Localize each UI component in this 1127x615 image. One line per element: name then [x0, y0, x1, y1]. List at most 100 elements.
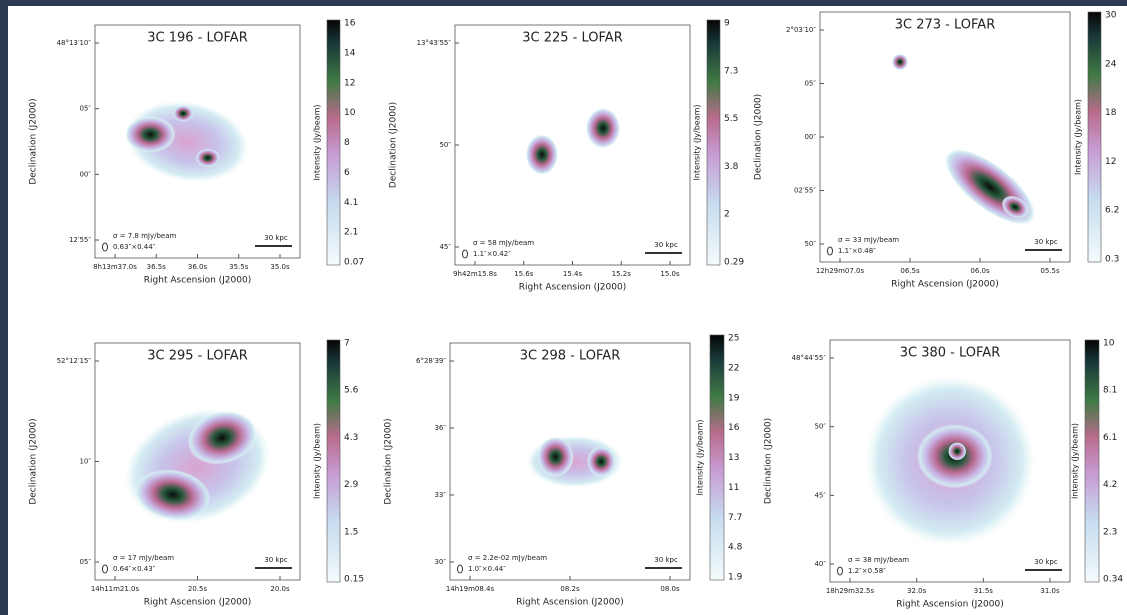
colorbar-tick-label: 5.6	[344, 386, 359, 396]
emission	[195, 148, 220, 167]
panel: 3C 273 - LOFAR 2°03′10″ 05″ 00″ 02′55″ 50″ 12h…	[754, 11, 1120, 290]
colorbar-tick-label: 22	[728, 363, 739, 373]
colorbar-tick-label: 4.8	[728, 543, 743, 553]
noise-level: σ = 17 mJy/beam	[113, 554, 174, 562]
colorbar-tick-label: 0.34	[1103, 575, 1123, 585]
dec-tick-label: 50″	[439, 141, 451, 149]
colorbar	[1087, 11, 1102, 263]
beam	[837, 566, 843, 576]
x-axis-label: Right Ascension (J2000)	[516, 598, 623, 608]
beam-size: 1.0″×0.44″	[468, 565, 506, 573]
colorbar-tick-label: 25	[728, 334, 739, 344]
emission	[892, 54, 908, 70]
dec-tick-label: 50″	[804, 240, 816, 248]
colorbar-tick-label: 2.3	[1103, 527, 1117, 537]
panel-title: 3C 295 - LOFAR	[147, 349, 247, 364]
colorbar-tick-label: 8	[344, 138, 350, 148]
beam	[462, 249, 468, 259]
colorbar	[326, 339, 341, 583]
emission	[173, 105, 194, 122]
dec-tick-label: 05″	[79, 105, 91, 113]
colorbar-label: Intensity (Jy/beam)	[693, 104, 702, 180]
dec-tick-label: 00″	[79, 170, 91, 178]
colorbar-tick-label: 14	[344, 48, 356, 58]
noise-level: σ = 58 mJy/beam	[473, 239, 534, 247]
scale-label: 30 kpc	[654, 556, 678, 564]
scale-label: 30 kpc	[654, 241, 678, 249]
ra-tick-label: 15.4s	[563, 270, 583, 278]
colorbar-tick-label: 3.8	[724, 162, 739, 172]
ra-tick-label: 35.5s	[229, 263, 249, 271]
x-axis-label: Right Ascension (J2000)	[144, 276, 251, 286]
colorbar-tick-label: 8.1	[1103, 386, 1117, 396]
dec-tick-label: 10″	[79, 458, 91, 466]
colorbar	[326, 19, 341, 266]
panel: 3C 380 - LOFAR 48°44′55″ 50″ 45″ 40″ 18h29m32…	[764, 339, 1124, 610]
ra-tick-label: 08.0s	[660, 585, 680, 593]
colorbar-tick-label: 6	[344, 168, 350, 178]
colorbar-tick-label: 0.07	[344, 258, 364, 268]
emission	[187, 411, 257, 465]
ra-tick-label: 20.0s	[270, 585, 290, 593]
beam-size: 1.1″×0.48″	[838, 247, 876, 255]
colorbar-tick-label: 4.3	[344, 433, 358, 443]
ra-tick-label: 18h29m32.5s	[826, 587, 875, 595]
dec-tick-label: 6°28′39″	[416, 357, 446, 365]
image-frame	[454, 24, 691, 266]
slide-edge	[0, 0, 1127, 6]
dec-tick-label: 02′55″	[794, 187, 816, 195]
ra-tick-label: 36.0s	[188, 263, 208, 271]
emission	[525, 134, 558, 175]
colorbar-label: Intensity (Jy/beam)	[696, 419, 705, 495]
colorbar-tick-label: 24	[1105, 59, 1117, 69]
dec-tick-label: 00″	[804, 133, 816, 141]
colorbar-tick-label: 1.5	[344, 527, 358, 537]
beam	[102, 564, 108, 574]
colorbar-tick-label: 4.1	[344, 198, 358, 208]
y-axis-label: Declination (J2000)	[754, 94, 764, 180]
ra-tick-label: 15.6s	[514, 270, 534, 278]
dec-tick-label: 48°13′10″	[57, 39, 92, 47]
emission	[1001, 195, 1029, 219]
dec-tick-label: 40″	[814, 560, 826, 568]
image-frame	[819, 11, 1071, 263]
scale-label: 30 kpc	[264, 234, 288, 242]
x-axis-label: Right Ascension (J2000)	[519, 283, 626, 293]
colorbar-tick-label: 7.3	[724, 66, 738, 76]
colorbar-tick-label: 11	[728, 483, 739, 493]
beam	[457, 564, 463, 574]
emission	[586, 108, 621, 149]
colorbar-tick-label: 12	[1105, 157, 1116, 167]
colorbar-tick-label: 18	[1105, 108, 1117, 118]
colorbar-tick-label: 9	[724, 19, 730, 29]
colorbar-tick-label: 16	[728, 423, 740, 433]
ra-tick-label: 15.0s	[660, 270, 680, 278]
dec-tick-label: 50″	[814, 423, 826, 431]
colorbar-tick-label: 30	[1105, 11, 1117, 21]
scale-label: 30 kpc	[1034, 238, 1058, 246]
colorbar-tick-label: 1.9	[728, 573, 743, 583]
colorbar-tick-label: 6.1	[1103, 433, 1117, 443]
colorbar-tick-label: 16	[344, 19, 356, 29]
panel-title: 3C 380 - LOFAR	[900, 346, 1000, 361]
colorbar-tick-label: 2.1	[344, 228, 358, 238]
panel: 3C 196 - LOFAR 48°13′10″ 05″ 00″ 12′55″ 8h13m…	[29, 19, 365, 286]
panel-title: 3C 196 - LOFAR	[147, 31, 247, 46]
y-axis-label: Declination (J2000)	[389, 102, 399, 188]
y-axis-label: Declination (J2000)	[29, 98, 39, 184]
colorbar-tick-label: 0.15	[344, 575, 364, 585]
noise-level: σ = 7.8 mJy/beam	[113, 232, 177, 240]
ra-tick-label: 08.2s	[560, 585, 580, 593]
ra-tick-label: 20.5s	[188, 585, 208, 593]
beam-size: 0.64″×0.43″	[113, 565, 156, 573]
colorbar-tick-label: 0.29	[724, 258, 744, 268]
x-axis-label: Right Ascension (J2000)	[896, 600, 1003, 610]
y-axis-label: Declination (J2000)	[764, 418, 774, 504]
colorbar-label: Intensity (Jy/beam)	[313, 423, 322, 499]
dec-tick-label: 30″	[434, 558, 446, 566]
colorbar	[709, 334, 725, 581]
dec-tick-label: 36″	[434, 424, 446, 432]
ra-tick-label: 32.0s	[907, 587, 927, 595]
emission	[135, 469, 211, 521]
beam	[102, 242, 108, 252]
